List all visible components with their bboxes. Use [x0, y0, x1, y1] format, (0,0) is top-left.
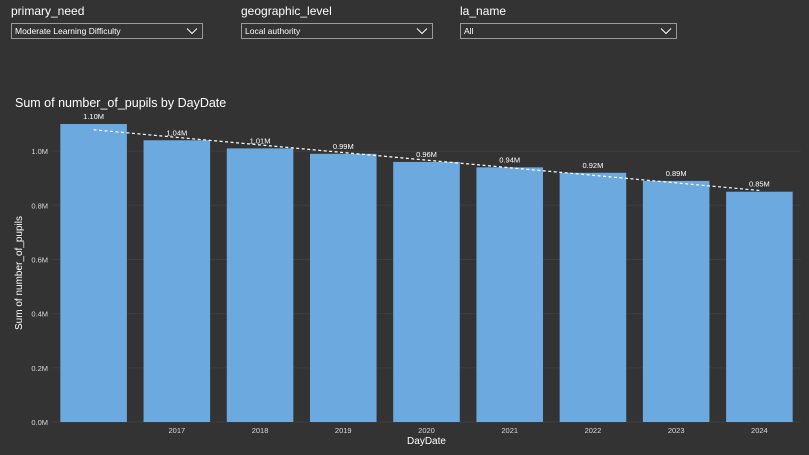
trend-line: [93, 129, 760, 192]
x-tick-label: 2019: [335, 426, 352, 435]
chart-title: Sum of number_of_pupils by DayDate: [15, 96, 227, 110]
slicer-selected-value: Moderate Learning Difficulty: [15, 26, 121, 36]
bar: [143, 140, 211, 422]
data-label: 0.94M: [499, 155, 520, 164]
primary-need-dropdown[interactable]: Moderate Learning Difficulty: [11, 23, 203, 39]
slicer-selected-value: All: [464, 26, 474, 36]
data-label: 1.01M: [250, 136, 271, 145]
bar: [642, 180, 710, 422]
x-tick-label: 2023: [668, 426, 685, 435]
slicer-primary-need: primary_need Moderate Learning Difficult…: [11, 3, 203, 39]
bar: [726, 191, 793, 422]
y-tick-label: 0.0M: [31, 418, 48, 427]
bar: [393, 161, 460, 422]
y-tick-label: 0.4M: [31, 310, 48, 319]
y-tick-label: 0.8M: [31, 201, 48, 210]
y-tick-label: 0.6M: [31, 255, 48, 264]
slicer-label: la_name: [460, 4, 507, 18]
data-label: 0.85M: [749, 180, 770, 189]
slicer-geographic-level: geographic_level Local authority: [241, 3, 433, 39]
x-tick-label: 2024: [751, 426, 768, 435]
slicer-label: primary_need: [11, 4, 85, 18]
la-name-dropdown[interactable]: All: [460, 23, 677, 39]
data-label: 1.04M: [166, 128, 187, 137]
chevron-down-icon: [416, 28, 428, 35]
slicer-selected-value: Local authority: [245, 26, 301, 36]
data-label: 0.89M: [666, 169, 687, 178]
bar: [226, 148, 294, 422]
data-label: 0.99M: [333, 142, 354, 151]
bar: [559, 172, 627, 422]
x-axis-title: DayDate: [407, 436, 446, 447]
y-axis-title: Sum of number_of_pupils: [14, 216, 25, 330]
geographic-level-dropdown[interactable]: Local authority: [241, 23, 433, 39]
y-tick-label: 1.0M: [31, 147, 48, 156]
x-tick-label: 2021: [501, 426, 518, 435]
x-tick-label: 2020: [418, 426, 435, 435]
data-label: 0.96M: [416, 150, 437, 159]
x-tick-label: 2022: [585, 426, 602, 435]
x-tick-label: 2018: [252, 426, 269, 435]
bar: [476, 167, 544, 422]
chevron-down-icon: [186, 28, 198, 35]
slicer-label: geographic_level: [241, 4, 332, 18]
bar: [309, 153, 377, 423]
data-label: 1.10M: [83, 112, 104, 121]
slicer-la-name: la_name All: [460, 3, 677, 39]
chevron-down-icon: [660, 28, 672, 35]
x-tick-label: 2017: [168, 426, 185, 435]
data-label: 0.92M: [583, 161, 604, 170]
y-tick-label: 0.2M: [31, 364, 48, 373]
bar: [60, 124, 127, 422]
